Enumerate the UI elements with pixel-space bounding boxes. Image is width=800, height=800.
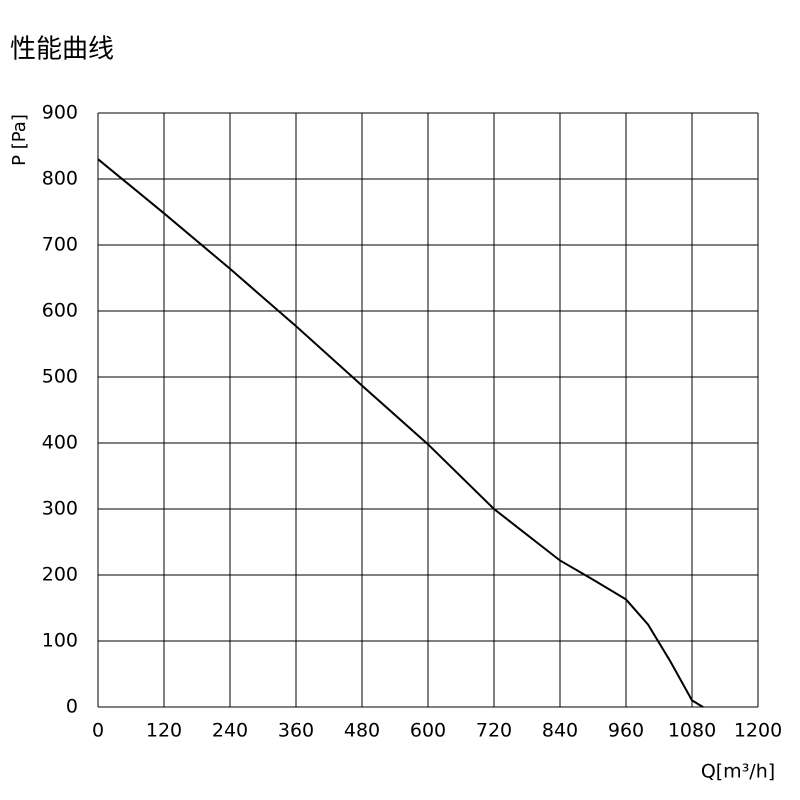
y-tick-label: 900 [42, 102, 78, 124]
x-tick-label: 0 [92, 720, 104, 742]
y-axis-label: P [Pa] [9, 114, 30, 166]
y-tick-label: 800 [42, 168, 78, 190]
x-tick-label: 360 [278, 720, 314, 742]
curve [97, 158, 704, 708]
x-tick-label: 1080 [668, 720, 716, 742]
x-tick-label: 1200 [734, 720, 782, 742]
chart-title: 性能曲线 [10, 35, 114, 65]
x-tick-label: 480 [344, 720, 380, 742]
y-tick-label: 100 [42, 630, 78, 652]
x-tick-label: 240 [212, 720, 248, 742]
y-tick-label: 200 [42, 564, 78, 586]
y-tick-label: 0 [66, 696, 78, 718]
x-tick-label: 960 [608, 720, 644, 742]
x-tick-label: 120 [146, 720, 182, 742]
y-tick-label: 700 [42, 234, 78, 256]
y-tick-label: 500 [42, 366, 78, 388]
x-axis-label: Q[m³/h] [701, 761, 775, 783]
y-tick-label: 400 [42, 432, 78, 454]
x-tick-label: 600 [410, 720, 446, 742]
y-tick-label: 600 [42, 300, 78, 322]
x-tick-label: 720 [476, 720, 512, 742]
y-tick-label: 300 [42, 498, 78, 520]
x-tick-label: 840 [542, 720, 578, 742]
